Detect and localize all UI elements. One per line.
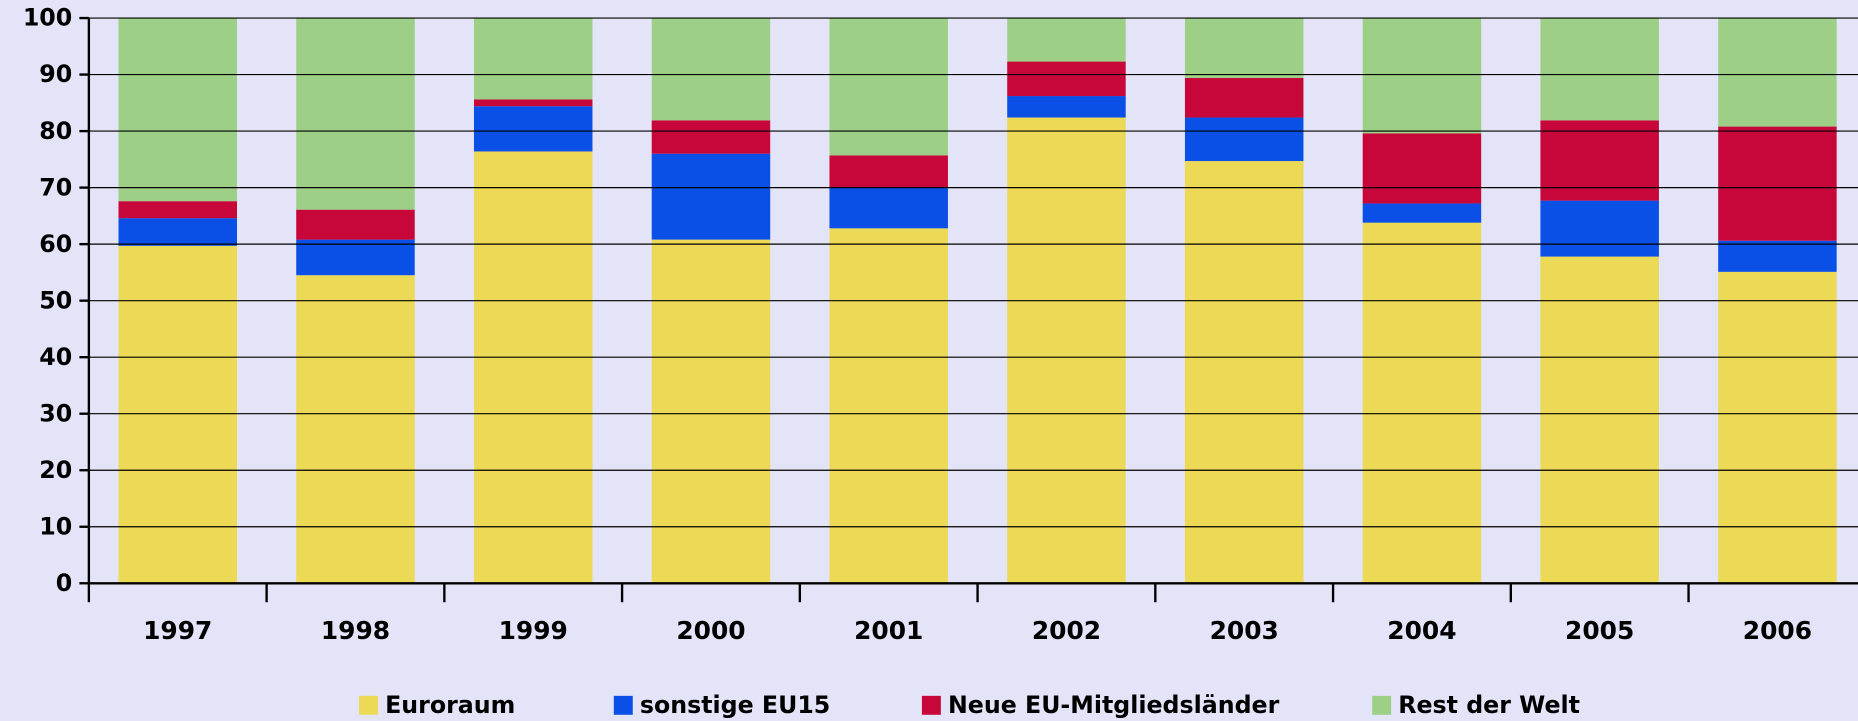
x-tick-label: 2003 xyxy=(1210,616,1279,645)
legend-label: Euroraum xyxy=(385,691,515,719)
bar-segment xyxy=(651,120,771,154)
y-tick-label: 70 xyxy=(39,173,72,201)
bar-segment xyxy=(296,209,415,240)
bar-segment xyxy=(1362,222,1482,584)
y-tick-label: 40 xyxy=(39,343,72,371)
x-tick-label: 2000 xyxy=(676,616,745,645)
y-tick-label: 10 xyxy=(39,512,72,540)
y-tick-label: 30 xyxy=(39,399,72,427)
bar-segment xyxy=(1718,271,1837,584)
y-tick-label: 100 xyxy=(23,4,72,32)
bar-segment xyxy=(473,106,593,152)
x-tick-label: 2002 xyxy=(1032,616,1101,645)
bar-segment xyxy=(1362,133,1482,204)
y-tick-label: 20 xyxy=(39,456,72,484)
bar-segment xyxy=(1184,18,1304,78)
x-tick-label: 1999 xyxy=(499,616,568,645)
legend-swatch xyxy=(359,695,378,715)
bar-segment xyxy=(1540,256,1659,584)
x-tick-label: 2004 xyxy=(1387,616,1456,645)
bar-segment xyxy=(118,201,237,219)
x-tick-label: 2006 xyxy=(1743,616,1812,645)
bar-segment xyxy=(1362,18,1482,134)
bar-segment xyxy=(296,275,415,584)
legend-label: Rest der Welt xyxy=(1398,691,1580,719)
bar-segment xyxy=(1007,18,1126,62)
bar-segment xyxy=(829,228,948,584)
x-tick-label: 2001 xyxy=(854,616,923,645)
bar-segment xyxy=(1540,200,1659,257)
legend-swatch xyxy=(613,695,633,715)
bar-segment xyxy=(1007,96,1126,118)
bar-segment xyxy=(651,18,771,121)
y-tick-label: 90 xyxy=(39,60,72,88)
x-tick-label: 1997 xyxy=(143,616,212,645)
legend-swatch xyxy=(1372,695,1392,715)
bar-segment xyxy=(118,218,237,246)
y-tick-label: 50 xyxy=(39,286,72,314)
bar-segment xyxy=(1718,240,1837,272)
bar-segment xyxy=(1718,18,1837,127)
bar-segment xyxy=(1718,126,1837,241)
y-tick-label: 60 xyxy=(39,230,72,258)
bar-segment xyxy=(1540,120,1659,201)
bar-segment xyxy=(473,18,593,100)
bar-segment xyxy=(296,239,415,276)
bar-segment xyxy=(651,153,771,240)
y-tick-label: 0 xyxy=(56,569,72,597)
x-tick-label: 2005 xyxy=(1565,616,1634,645)
bar-segment xyxy=(1184,161,1304,584)
bar-segment xyxy=(829,155,948,188)
bar-segment xyxy=(1540,18,1659,121)
bar-segment xyxy=(296,18,415,210)
legend-label: sonstige EU15 xyxy=(640,691,830,719)
bar-segment xyxy=(1184,117,1304,162)
bar-segment xyxy=(1007,117,1126,584)
bar-segment xyxy=(473,99,593,107)
bar-segment xyxy=(473,151,593,584)
bar-segment xyxy=(829,18,948,156)
bar-segment xyxy=(1362,203,1482,223)
bar-segment xyxy=(651,239,771,584)
x-tick-label: 1998 xyxy=(321,616,390,645)
bar-segment xyxy=(118,245,237,584)
bar-segment xyxy=(1184,77,1304,118)
bar-segment xyxy=(829,187,948,229)
legend-swatch xyxy=(921,695,941,715)
bar-segment xyxy=(118,18,237,202)
legend-label: Neue EU-Mitgliedsländer xyxy=(948,691,1280,719)
bar-segment xyxy=(1007,61,1126,97)
y-tick-label: 80 xyxy=(39,117,72,145)
